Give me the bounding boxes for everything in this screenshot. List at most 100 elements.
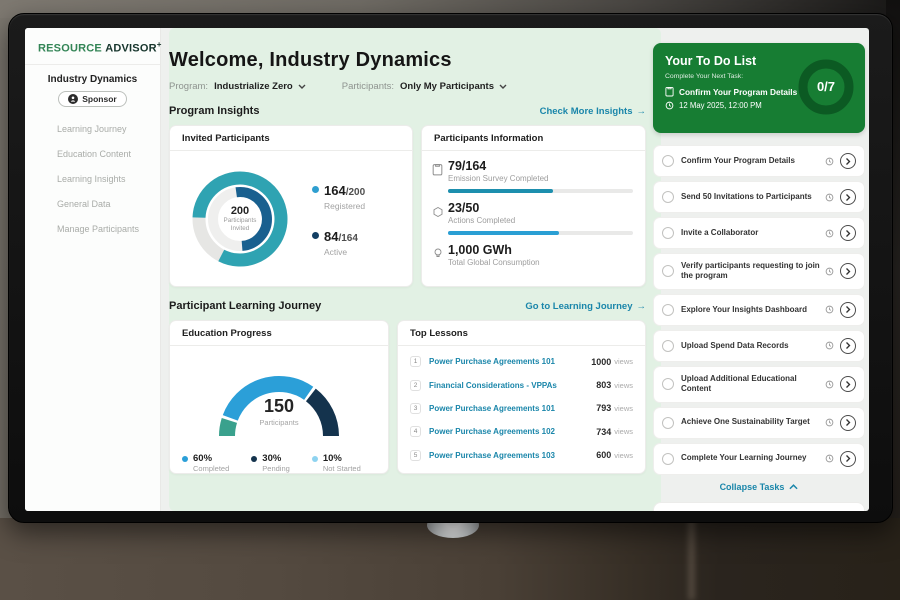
lesson-link[interactable]: Power Purchase Agreements 101	[429, 403, 555, 413]
task-checkbox[interactable]	[662, 378, 674, 391]
legend-label: Not Started	[322, 464, 361, 473]
lesson-rank: 2	[410, 379, 421, 391]
sidebar-item-learning-journey[interactable]: Learning Journey	[33, 117, 152, 141]
sidebar-item-education-content[interactable]: Education Content	[33, 142, 152, 166]
legend-dot	[312, 185, 319, 193]
lesson-row: 5 Power Purchase Agreements 103 600 view…	[398, 444, 645, 467]
stat-global-consumption: 1,000 GWh Total Global Consumption	[422, 235, 645, 267]
lesson-views-label: views	[614, 403, 633, 413]
clock-icon	[825, 341, 834, 350]
clock-icon	[665, 101, 674, 110]
lesson-views: 734	[596, 426, 612, 437]
participants-filter-dropdown[interactable]: Only My Participants	[400, 81, 507, 92]
lesson-link[interactable]: Power Purchase Agreements 103	[429, 450, 555, 460]
task-open-button[interactable]	[840, 153, 856, 169]
lesson-row: 3 Power Purchase Agreements 101 793 view…	[398, 397, 645, 420]
stat-actions-completed: 23/50 Actions Completed	[422, 193, 645, 235]
program-filter-label: Program:	[169, 81, 209, 92]
sidebar-item-label: Learning Insights	[57, 173, 126, 184]
donut-legend: 164/200 Registered 84/164 Active	[312, 182, 365, 257]
task-open-button[interactable]	[840, 450, 856, 467]
program-filter-value: Industrialize Zero	[214, 81, 293, 92]
clock-icon	[825, 454, 834, 463]
clock-icon	[825, 380, 834, 389]
sidebar-item-manage-participants[interactable]: Manage Participants	[33, 217, 152, 241]
lesson-views-label: views	[614, 450, 633, 460]
sidebar-item-learning-insights[interactable]: Learning Insights	[33, 167, 152, 191]
task-checkbox[interactable]	[662, 191, 674, 203]
stat-label: Actions Completed	[448, 216, 516, 225]
task-open-button[interactable]	[840, 263, 856, 280]
sidebar-item-label: Manage Participants	[57, 223, 140, 234]
legend-label: Active	[324, 246, 348, 257]
task-open-button[interactable]	[840, 189, 856, 205]
lesson-link[interactable]: Power Purchase Agreements 102	[429, 427, 555, 437]
sidebar-item-general-data[interactable]: General Data	[33, 192, 152, 216]
legend-dot	[312, 231, 319, 239]
task-checkbox[interactable]	[662, 452, 674, 465]
todo-progress-ring: 0/7	[797, 58, 855, 116]
gauge-center-label: Participants	[259, 418, 299, 427]
legend-dot	[311, 456, 318, 462]
task-label: Upload Additional Educational Content	[681, 373, 797, 394]
legend-active: 84/164 Active	[312, 228, 365, 257]
task-checkbox[interactable]	[662, 303, 674, 316]
task-row: Upload Additional Educational Content	[653, 365, 865, 403]
task-checkbox[interactable]	[662, 339, 674, 352]
lesson-views: 803	[596, 380, 612, 391]
legend-not-started: 10% Not Started	[311, 453, 361, 473]
monitor-bezel: RESOURCE ADVISOR+ Industry Dynamics Spon…	[8, 13, 893, 523]
legend-value: 164	[324, 182, 346, 198]
task-row: Send 50 Invitations to Participants	[653, 181, 865, 213]
collapse-tasks-link[interactable]: Collapse Tasks	[653, 482, 865, 492]
task-open-button[interactable]	[840, 337, 856, 354]
sidebar: RESOURCE ADVISOR+ Industry Dynamics Spon…	[25, 28, 661, 511]
lesson-link[interactable]: Financial Considerations - VPPAs	[429, 380, 557, 390]
task-checkbox[interactable]	[662, 265, 674, 278]
task-label: Verify participants requesting to join t…	[681, 261, 820, 281]
lesson-views: 793	[596, 403, 612, 414]
task-open-button[interactable]	[840, 376, 856, 393]
chevron-up-icon	[789, 483, 799, 489]
progress-bar	[448, 231, 633, 235]
legend-label: Pending	[262, 464, 290, 473]
task-label: Complete Your Learning Journey	[681, 453, 807, 463]
legend-dot	[251, 456, 258, 462]
top-lessons-title: Top Lessons	[398, 321, 645, 346]
clipboard-icon	[665, 87, 674, 97]
stat-value: 23/50	[448, 201, 480, 215]
task-open-button[interactable]	[840, 414, 856, 431]
sponsor-label: Sponsor	[82, 93, 117, 104]
task-row: Invite a Collaborator	[653, 217, 865, 249]
task-open-button[interactable]	[840, 301, 856, 318]
filter-bar: Program: Industrialize Zero Participants…	[169, 81, 646, 92]
todo-next-task-label: Confirm Your Program Details	[679, 86, 798, 97]
task-checkbox[interactable]	[662, 416, 674, 429]
task-row: Verify participants requesting to join t…	[653, 253, 865, 290]
cube-icon	[432, 201, 448, 235]
lesson-link[interactable]: Power Purchase Agreements 101	[429, 357, 555, 367]
recent-news-card: Recent News	[653, 501, 865, 511]
logo-primary: RESOURCE	[38, 42, 102, 55]
legend-value: 84	[324, 228, 339, 244]
legend-total: /164	[338, 232, 358, 244]
program-insights-header: Program Insights Check More Insights →	[169, 105, 646, 117]
todo-column: Your To Do List Complete Your Next Task:…	[653, 28, 865, 511]
top-lessons-card: Top Lessons 1 Power Purchase Agreements …	[397, 320, 646, 474]
progress-bar	[448, 189, 633, 193]
task-checkbox[interactable]	[662, 155, 674, 167]
lesson-views: 600	[596, 450, 612, 461]
check-more-insights-link[interactable]: Check More Insights →	[540, 106, 646, 117]
task-open-button[interactable]	[840, 225, 856, 241]
clock-icon	[825, 229, 834, 238]
go-to-learning-journey-link[interactable]: Go to Learning Journey →	[525, 301, 646, 312]
program-filter-dropdown[interactable]: Industrialize Zero	[214, 81, 306, 92]
page-title: Welcome, Industry Dynamics	[169, 49, 452, 71]
legend-value: 60%	[193, 453, 213, 464]
todo-due-label: 12 May 2025, 12:00 PM	[679, 101, 762, 110]
invited-participants-donut-chart: 200 Participants Invited	[180, 159, 300, 279]
task-checkbox[interactable]	[662, 227, 674, 239]
legend-registered: 164/200 Registered	[312, 182, 365, 211]
sponsor-badge: Sponsor	[58, 90, 127, 107]
legend-pending: 30% Pending	[251, 453, 290, 473]
